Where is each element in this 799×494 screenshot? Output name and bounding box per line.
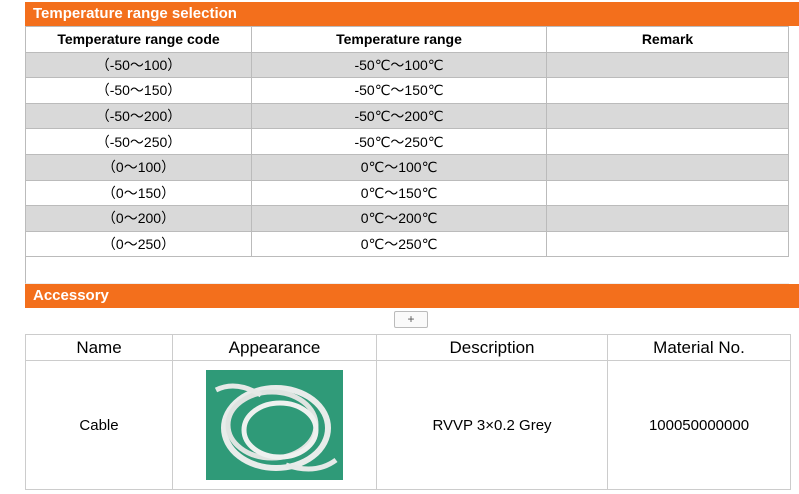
- cell: RVVP 3×0.2 Grey: [376, 360, 608, 490]
- header-cell: Material No.: [607, 334, 791, 361]
- row: （-50～200） -50℃～200℃: [25, 102, 789, 130]
- cell: （-50～150）: [25, 77, 252, 104]
- row: （-50～250） -50℃～250℃: [25, 128, 789, 155]
- empty-cell: [546, 77, 789, 104]
- cell: 0℃～200℃: [251, 205, 547, 232]
- row: （0～100） 0℃～100℃: [25, 153, 789, 181]
- temperature-table: Temperature range code Temperature range R…: [25, 26, 789, 258]
- expand-button[interactable]: +: [394, 311, 428, 328]
- row: （0～250） 0℃～250℃: [25, 230, 789, 258]
- cell: （0～150）: [25, 179, 252, 207]
- cell: （0～250）: [25, 230, 252, 258]
- appearance-cell: [172, 360, 377, 490]
- spacer: [25, 257, 789, 284]
- header-cell: Description: [376, 334, 608, 361]
- header-row: Name Appearance Description Material No.: [25, 334, 791, 361]
- cell: （-50～100）: [25, 51, 252, 79]
- empty-cell: [546, 153, 789, 181]
- empty-cell: [546, 51, 789, 79]
- cell: -50℃～200℃: [251, 102, 547, 130]
- cell: 100050000000: [607, 360, 791, 490]
- header-cell: Name: [25, 334, 173, 361]
- cell: （-50～250）: [25, 128, 252, 155]
- cell: 0℃～100℃: [251, 153, 547, 181]
- header-cell: Appearance: [172, 334, 377, 361]
- section-title: Temperature range selection: [25, 2, 799, 26]
- cell: （0～200）: [25, 205, 252, 232]
- cell: （0～100）: [25, 153, 252, 181]
- cell: （-50～200）: [25, 102, 252, 130]
- accessory-table: Name Appearance Description Material No.…: [25, 334, 791, 490]
- header-cell: Temperature range: [251, 26, 547, 53]
- row: Cable RVVP 3×0.2 Grey 100050000000: [25, 360, 791, 490]
- section-title: Accessory: [25, 284, 799, 308]
- row: （0～200） 0℃～200℃: [25, 205, 789, 232]
- empty-cell: [546, 230, 789, 258]
- cell: -50℃～150℃: [251, 77, 547, 104]
- cell: -50℃～250℃: [251, 128, 547, 155]
- cell: 0℃～250℃: [251, 230, 547, 258]
- cell: 0℃～150℃: [251, 179, 547, 207]
- row: （0～150） 0℃～150℃: [25, 179, 789, 207]
- empty-cell: [546, 128, 789, 155]
- cell: -50℃～100℃: [251, 51, 547, 79]
- empty-cell: [546, 179, 789, 207]
- row: （-50～100） -50℃～100℃: [25, 51, 789, 79]
- cell: Cable: [25, 360, 173, 490]
- header-cell: Remark: [546, 26, 789, 53]
- empty-cell: [546, 102, 789, 130]
- header-cell: Temperature range code: [25, 26, 252, 53]
- cable-photo: [206, 370, 343, 480]
- header-row: Temperature range code Temperature range R…: [25, 26, 789, 53]
- row: （-50～150） -50℃～150℃: [25, 77, 789, 104]
- empty-cell: [546, 205, 789, 232]
